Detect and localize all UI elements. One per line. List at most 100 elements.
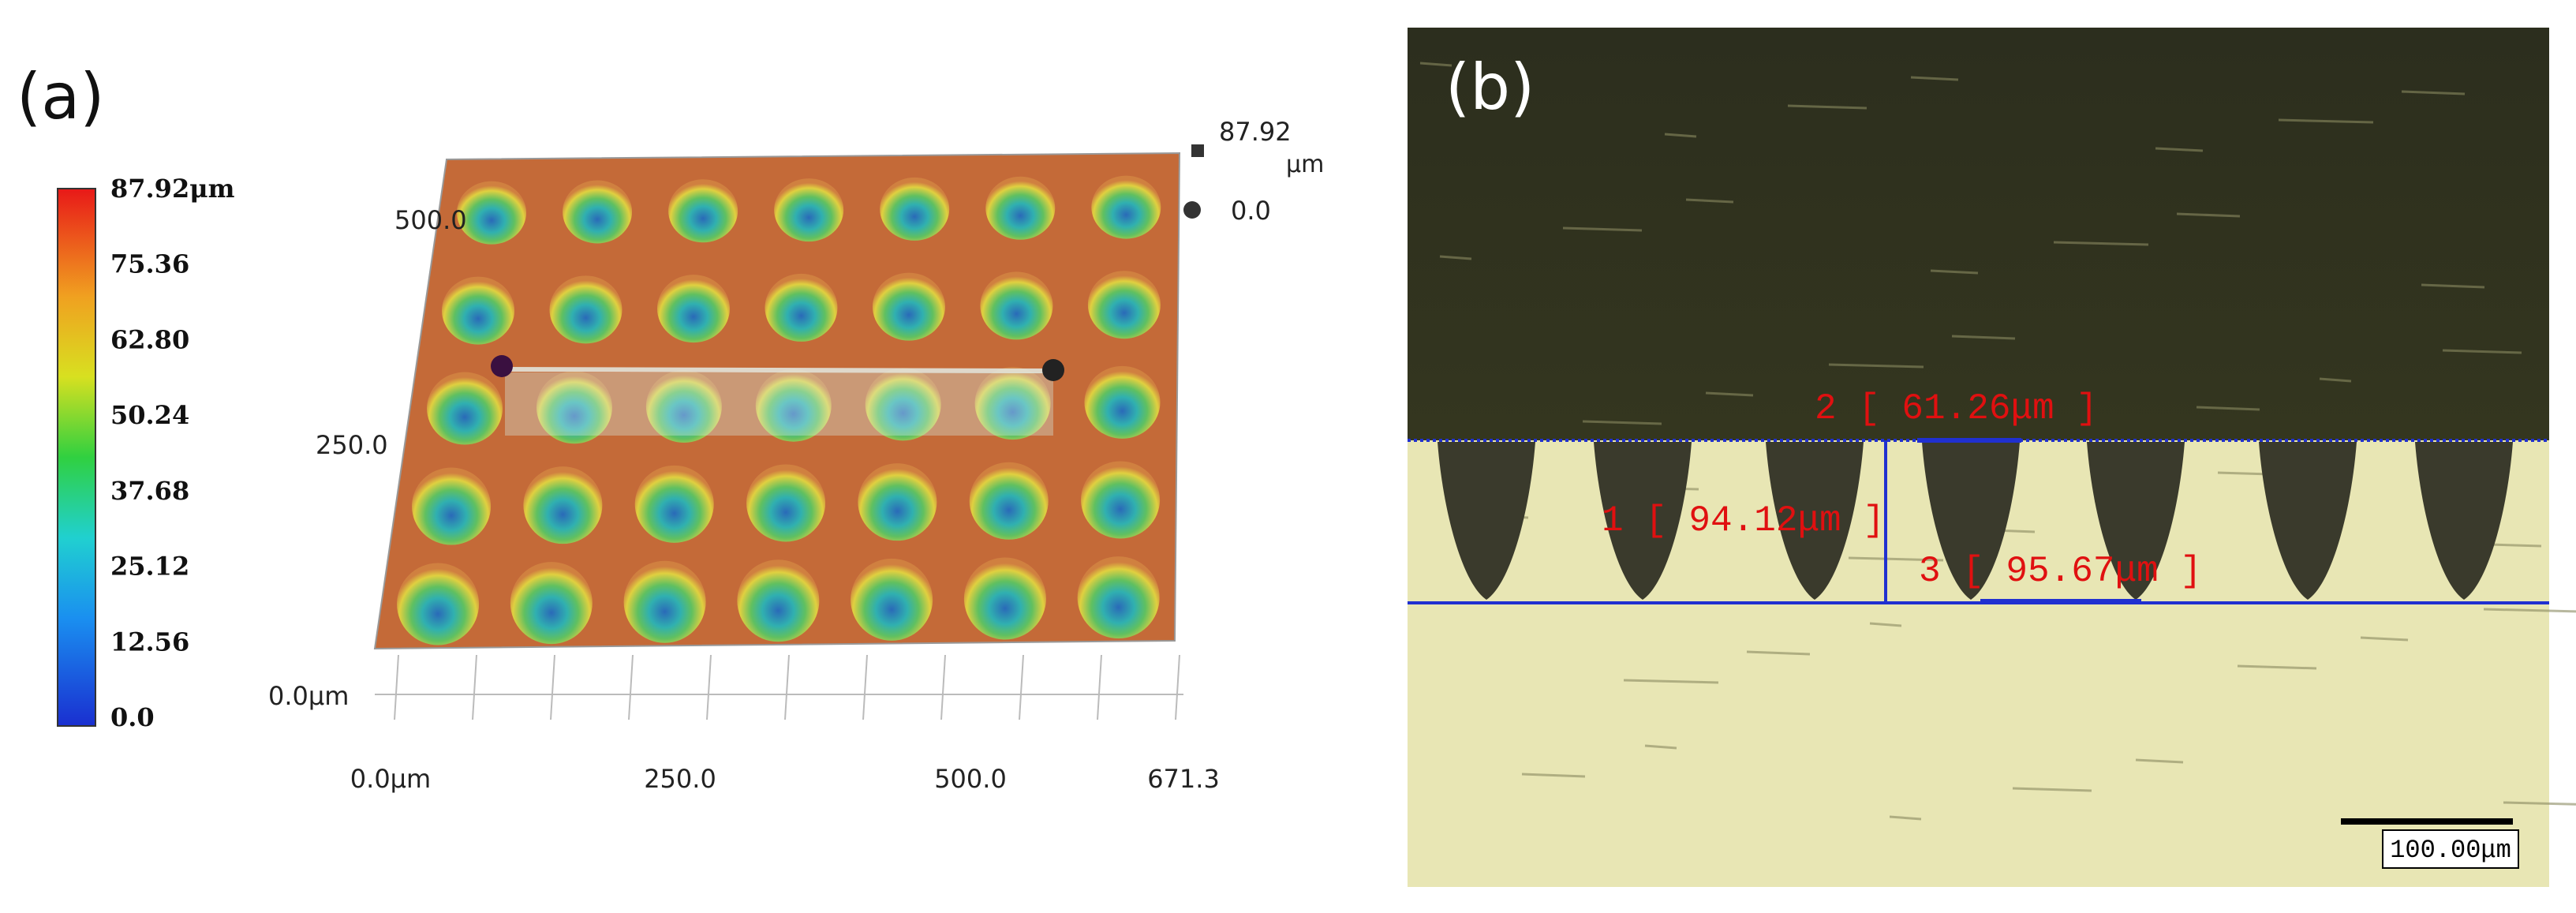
- streak: [2012, 787, 2092, 792]
- marker: [491, 355, 513, 377]
- crater: [1594, 442, 1692, 600]
- grid-line: [1175, 654, 1180, 720]
- marker: [1042, 359, 1064, 381]
- dimple: [974, 367, 1051, 440]
- streak: [2135, 758, 2184, 764]
- grid-line: [394, 654, 399, 720]
- streak: [1664, 133, 1697, 138]
- grid-line: [862, 654, 868, 720]
- dimple: [510, 562, 593, 645]
- x-label: 250.0: [644, 764, 716, 794]
- dimple: [1091, 175, 1161, 239]
- grid-line: [784, 654, 790, 720]
- streak: [2442, 349, 2522, 354]
- legend-value: 0.0: [1231, 196, 1271, 226]
- streak: [1623, 679, 1719, 684]
- streak: [2421, 283, 2485, 289]
- scale-label: 100.00μm: [2390, 836, 2511, 865]
- legend-marker: [1191, 144, 1204, 157]
- streak: [2155, 147, 2204, 152]
- dimple: [412, 467, 492, 545]
- dimple: [765, 273, 838, 342]
- streak: [1705, 391, 1754, 397]
- colorbar-label: 12.56: [110, 627, 189, 657]
- y-label: 250.0: [316, 430, 388, 460]
- dimple: [563, 180, 633, 244]
- streak: [1787, 104, 1868, 110]
- grid-line: [550, 654, 555, 720]
- streak: [1869, 622, 1902, 627]
- dimple: [536, 371, 612, 444]
- grid-line: [1097, 654, 1102, 720]
- streak: [2401, 90, 2466, 95]
- dimple: [1084, 365, 1161, 439]
- dimple: [755, 369, 832, 442]
- surface-outline: [373, 152, 1181, 650]
- dimple: [397, 563, 480, 645]
- dimple: [746, 464, 826, 542]
- colorbar-labels: 87.92μm 75.36 62.80 50.24 37.68 25.12 12.56 0.0: [110, 174, 235, 732]
- panel-label: (b): [1445, 51, 1535, 124]
- dimple: [1077, 556, 1160, 639]
- dimple: [872, 272, 945, 341]
- grid-line: [706, 654, 712, 720]
- x-label: 500.0: [934, 764, 1007, 794]
- streak: [1848, 556, 1944, 562]
- measurement: 3 [ 95.67μm ]: [1919, 551, 2202, 592]
- streak: [2053, 241, 2149, 246]
- crater: [1922, 442, 2020, 600]
- dimple: [1087, 271, 1161, 339]
- dimple: [851, 558, 933, 641]
- streak: [2196, 406, 2260, 411]
- y-label: 500.0: [394, 205, 467, 235]
- streak: [2176, 212, 2241, 218]
- dimple: [549, 275, 623, 344]
- legend-unit: μm: [1286, 151, 1324, 178]
- colorbar-label: 75.36: [110, 249, 189, 279]
- grid-line: [1019, 654, 1024, 720]
- streak: [1951, 335, 2016, 340]
- streak: [1828, 363, 1924, 369]
- crater: [2087, 442, 2185, 600]
- dimple: [427, 372, 503, 445]
- dimple: [523, 466, 603, 544]
- crater: [1766, 442, 1864, 600]
- streak: [1521, 773, 1586, 778]
- streak: [2278, 118, 2374, 124]
- base-grid: [375, 654, 1183, 720]
- dimple: [880, 177, 950, 241]
- dimple: [668, 179, 738, 243]
- dimple: [442, 276, 515, 345]
- streak: [1889, 815, 1922, 821]
- dimple: [634, 465, 714, 543]
- crater: [1438, 442, 1535, 600]
- dimple: [645, 369, 722, 443]
- streak: [2237, 664, 2317, 670]
- streak: [1582, 420, 1662, 425]
- grid-line: [472, 654, 477, 720]
- crater: [2259, 442, 2357, 600]
- streak: [1930, 269, 1979, 275]
- colorbar-label: 62.80: [110, 324, 189, 354]
- colorbar-label: 0.0: [110, 702, 155, 732]
- colorbar-label: 25.12: [110, 552, 189, 582]
- dimple: [963, 557, 1046, 640]
- x-label: 0.0μm: [350, 764, 431, 794]
- dimple: [1081, 461, 1161, 539]
- measurement: 2 [ 61.26μm ]: [1815, 388, 2098, 429]
- dimple: [858, 463, 937, 541]
- colorbar-label: 87.92μm: [110, 174, 235, 204]
- crater: [2415, 442, 2513, 600]
- streak: [2483, 608, 2576, 613]
- grid-line: [628, 654, 634, 720]
- dimple: [985, 176, 1056, 240]
- colorbar-label: 50.24: [110, 400, 189, 430]
- dimple: [774, 178, 844, 242]
- streak: [1910, 76, 1959, 81]
- dimple: [656, 275, 730, 343]
- resin-region: [1408, 28, 2549, 440]
- legend-marker: [1183, 201, 1201, 219]
- x-label: 671.3: [1147, 764, 1220, 794]
- measurement: 1 [ 94.12μm ]: [1602, 500, 1885, 541]
